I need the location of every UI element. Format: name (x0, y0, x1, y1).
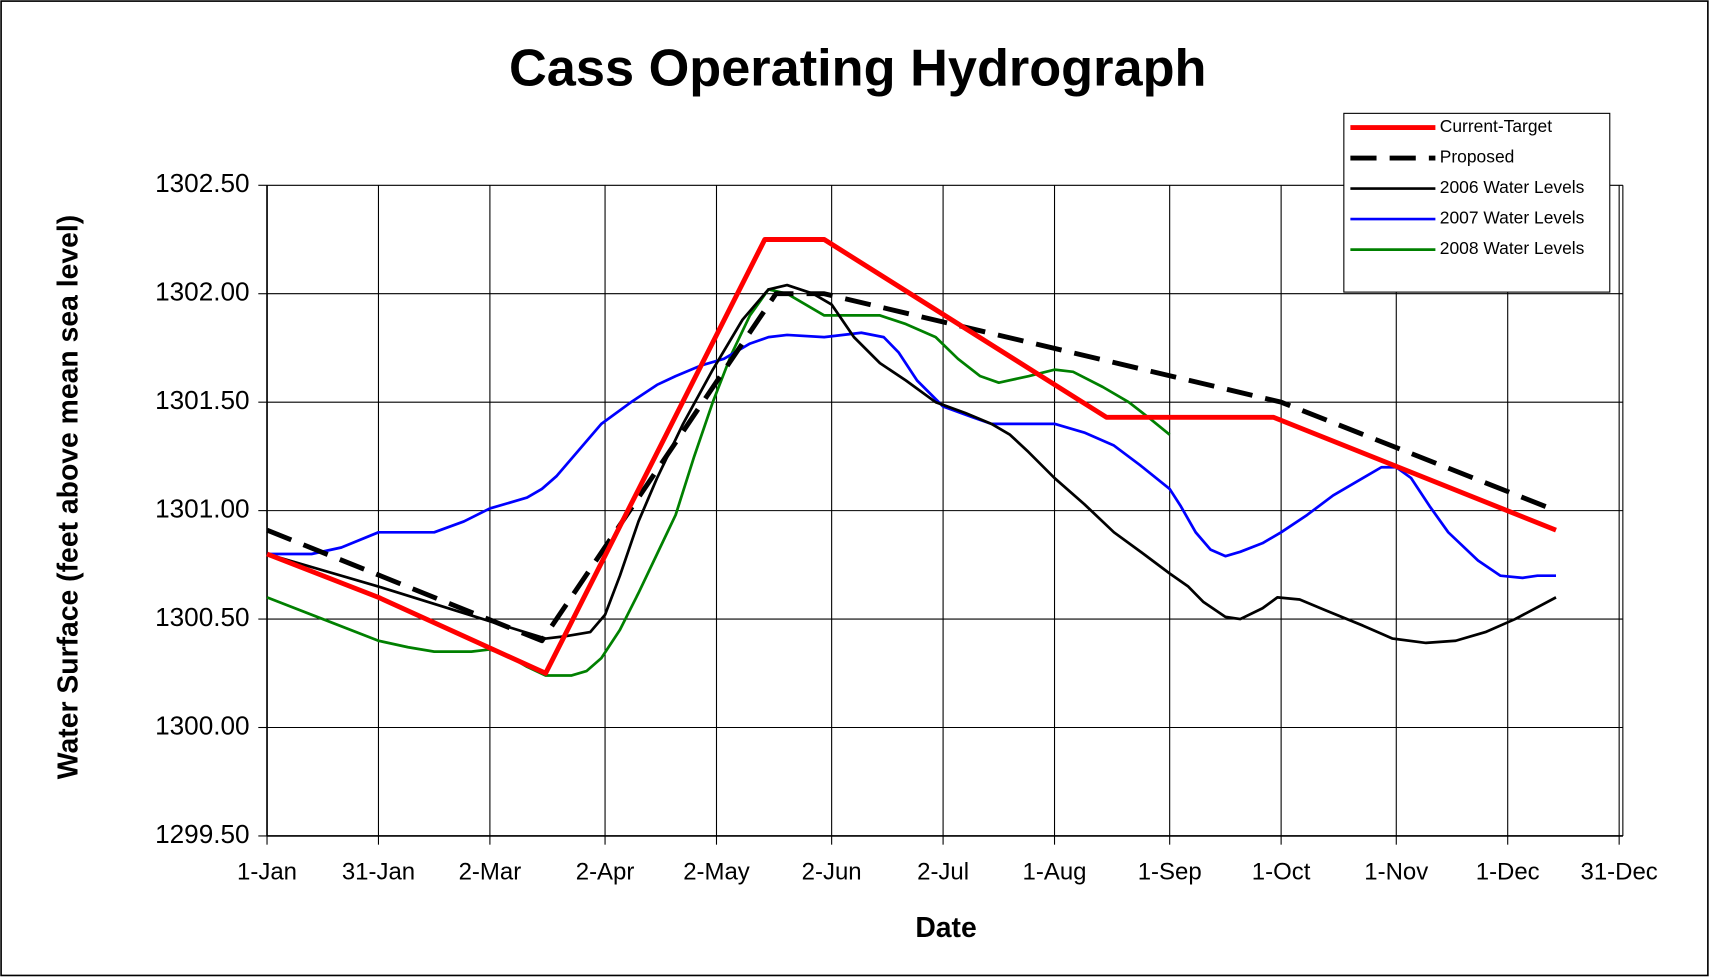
legend-label: 2006 Water Levels (1440, 177, 1585, 197)
x-tick-label: 2-Jun (802, 858, 862, 885)
x-tick-label: 2-Jul (917, 858, 969, 885)
y-tick-label: 1301.00 (155, 494, 250, 524)
x-tick-label: 1-Sep (1138, 858, 1202, 885)
x-tick-label: 2-May (683, 858, 750, 885)
x-tick-label: 1-Nov (1364, 858, 1428, 885)
data-line (266, 283, 1557, 645)
x-tick-label: 2-Apr (576, 858, 635, 885)
y-tick-label: 1302.00 (155, 277, 250, 307)
x-tick-label: 1-Dec (1476, 858, 1540, 885)
legend-label: 2007 Water Levels (1440, 208, 1585, 228)
x-tick-label: 2-Mar (459, 858, 522, 885)
legend-label: Current-Target (1440, 116, 1552, 136)
y-tick-label: 1300.50 (155, 602, 250, 632)
x-tick-label: 1-Jan (237, 858, 297, 885)
data-line (266, 291, 1557, 644)
legend-box (1343, 112, 1611, 293)
y-tick-label: 1301.50 (155, 385, 250, 415)
x-tick-label: 1-Aug (1023, 858, 1087, 885)
legend-label: 2008 Water Levels (1440, 238, 1585, 258)
legend-label: Proposed (1440, 147, 1515, 167)
y-tick-label: 1299.50 (155, 819, 250, 849)
y-axis-label: Water Surface (feet above mean sea level… (51, 214, 84, 780)
chart-title: Cass Operating Hydrograph (509, 40, 1206, 98)
x-tick-label: 31-Dec (1581, 858, 1658, 885)
x-tick-label: 1-Oct (1252, 858, 1311, 885)
y-tick-label: 1300.00 (155, 710, 250, 740)
data-line (266, 237, 1557, 676)
y-tick-label: 1302.50 (155, 168, 250, 198)
x-tick-label: 31-Jan (342, 858, 415, 885)
x-axis-label: Date (915, 912, 976, 944)
